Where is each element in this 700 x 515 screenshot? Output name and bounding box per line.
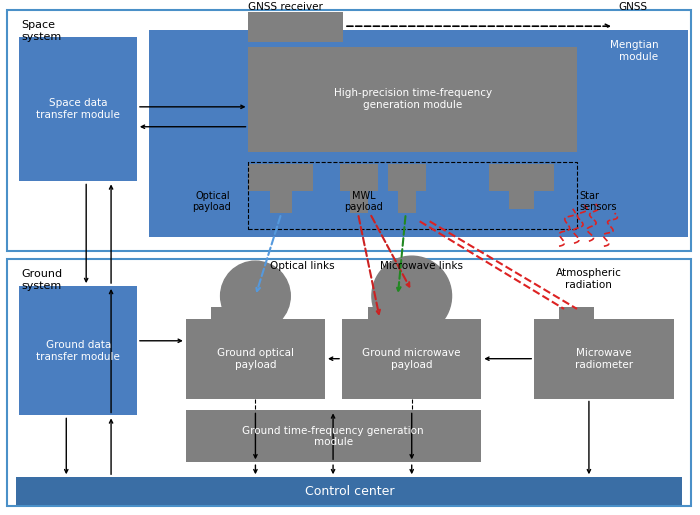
Bar bbox=[534, 319, 673, 399]
Bar bbox=[17, 477, 682, 505]
Bar bbox=[248, 162, 577, 229]
Bar bbox=[6, 10, 692, 251]
Text: Ground optical
payload: Ground optical payload bbox=[217, 348, 294, 369]
Bar bbox=[248, 12, 343, 42]
Text: Control center: Control center bbox=[305, 485, 395, 497]
Bar bbox=[248, 47, 577, 151]
Text: Microwave links: Microwave links bbox=[380, 261, 463, 271]
Text: Atmospheric
radiation: Atmospheric radiation bbox=[556, 268, 622, 290]
Text: High-precision time-frequency
generation module: High-precision time-frequency generation… bbox=[334, 88, 492, 110]
Text: Ground time-frequency generation
module: Ground time-frequency generation module bbox=[242, 425, 424, 447]
Bar bbox=[20, 37, 137, 181]
Text: Ground data
transfer module: Ground data transfer module bbox=[36, 340, 120, 362]
Text: Star
sensors: Star sensors bbox=[579, 191, 617, 212]
Text: Ground
system: Ground system bbox=[22, 269, 62, 290]
Bar bbox=[211, 307, 241, 319]
Bar bbox=[20, 286, 137, 416]
Bar bbox=[388, 164, 426, 192]
Text: GNSS receiver: GNSS receiver bbox=[248, 2, 323, 12]
Text: Space data
transfer module: Space data transfer module bbox=[36, 98, 120, 119]
Bar bbox=[398, 192, 416, 213]
Bar bbox=[248, 164, 313, 192]
Bar bbox=[6, 259, 692, 506]
Bar bbox=[186, 410, 482, 462]
Bar bbox=[342, 319, 482, 399]
Text: Ground microwave
payload: Ground microwave payload bbox=[363, 348, 461, 369]
Bar bbox=[186, 319, 325, 399]
Circle shape bbox=[220, 261, 290, 331]
Bar bbox=[270, 192, 293, 213]
Text: Space
system: Space system bbox=[22, 20, 62, 42]
Text: Microwave
radiometer: Microwave radiometer bbox=[575, 348, 633, 369]
Text: GNSS: GNSS bbox=[619, 2, 648, 12]
Circle shape bbox=[372, 256, 452, 336]
Bar bbox=[350, 192, 368, 213]
Bar bbox=[559, 307, 594, 319]
Text: MWL
payload: MWL payload bbox=[344, 191, 384, 212]
Bar bbox=[510, 192, 534, 210]
Bar bbox=[340, 164, 378, 192]
Text: Optical
payload: Optical payload bbox=[192, 191, 230, 212]
Bar bbox=[149, 30, 689, 237]
Bar bbox=[489, 164, 554, 192]
Text: Optical links: Optical links bbox=[270, 261, 335, 271]
Text: Mengtian
module: Mengtian module bbox=[610, 40, 659, 62]
Bar bbox=[368, 307, 398, 319]
